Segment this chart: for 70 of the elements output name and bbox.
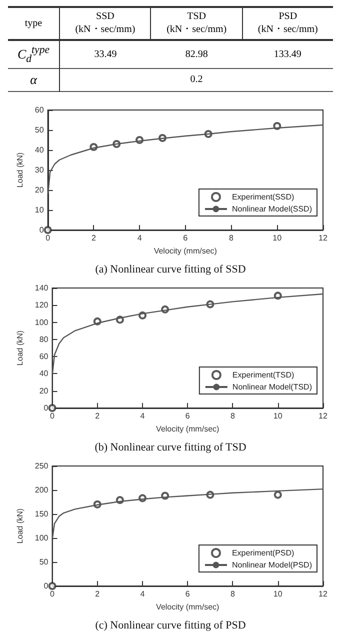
category-label: α <box>30 72 37 87</box>
y-tick-label: 40 <box>34 146 44 154</box>
text: 33.49 <box>94 48 117 60</box>
x-tick-label: 10 <box>272 234 282 242</box>
x-tick-label: 6 <box>185 590 190 598</box>
y-tick-label: 100 <box>34 534 49 542</box>
y-tick-label: 200 <box>34 486 49 494</box>
x-tick-label: 8 <box>229 234 234 242</box>
y-axis-title: Load (kN) <box>16 152 24 188</box>
y-tick-label: 80 <box>39 334 49 344</box>
line-series <box>52 488 324 539</box>
y-tick-label: 50 <box>34 126 44 134</box>
y-tick-label: 60 <box>39 352 49 362</box>
y-tick-label: 40 <box>39 369 49 378</box>
y-tick-label: 30 <box>34 166 44 174</box>
y-axis-title: Load (kN) <box>16 508 24 544</box>
legend-label: Nonlinear Model(SSD) <box>232 204 312 214</box>
text: (a) Nonlinear curve fitting of SSD <box>95 264 246 276</box>
text: (c) Nonlinear curve fitting of PSD <box>95 620 246 632</box>
x-tick-label: 6 <box>185 412 190 420</box>
y-tick-label: 140 <box>34 284 49 292</box>
x-tick-label: 10 <box>273 412 283 420</box>
legend-label: Nonlinear Model(TSD) <box>232 382 312 392</box>
category-label: PSD (kN・sec/mm) <box>256 10 319 37</box>
point <box>48 582 56 590</box>
category-label: TSD (kN・sec/mm) <box>150 7 242 40</box>
y-tick-label: 0 <box>39 226 44 234</box>
x-tick-label: 4 <box>140 590 146 598</box>
x-tick-label: 12 <box>318 234 328 242</box>
x-axis-title: Velocity (mm/sec) <box>154 246 218 256</box>
x-tick-label: 4 <box>140 412 146 420</box>
y-tick-label: 20 <box>34 186 44 194</box>
y-tick-label: 250 <box>34 462 49 470</box>
y-tick-label: 0 <box>44 582 49 590</box>
legend-label: Experiment(SSD) <box>232 192 295 202</box>
text: (b) Nonlinear curve fitting of TSD <box>94 442 246 454</box>
text: 133.49 <box>274 48 302 60</box>
text: 0.2 <box>190 74 203 86</box>
category-label: type <box>8 7 60 40</box>
category-label: SSD (kN・sec/mm) <box>60 7 151 40</box>
x-tick-label: 2 <box>95 412 100 420</box>
y-tick-label: 0 <box>44 404 49 412</box>
x-axis-title: Velocity (mm/sec) <box>156 602 220 612</box>
x-tick-label: 10 <box>273 590 283 598</box>
x-tick-label: 0 <box>50 412 56 420</box>
x-tick-label: 12 <box>318 590 328 598</box>
text: 82.98 <box>185 48 208 60</box>
legend-label: Nonlinear Model(PSD) <box>232 560 312 570</box>
y-tick-label: 100 <box>34 318 49 327</box>
x-tick-label: 0 <box>50 590 56 598</box>
point <box>44 226 52 234</box>
y-tick-label: 120 <box>34 300 49 310</box>
x-axis-title: Velocity (mm/sec) <box>156 424 220 434</box>
x-tick-label: 8 <box>230 412 236 420</box>
x-tick-label: 12 <box>318 412 328 420</box>
point <box>48 404 56 412</box>
x-tick-label: 2 <box>95 590 100 598</box>
y-tick-label: 60 <box>34 106 44 114</box>
legend-label: Experiment(TSD) <box>232 370 295 380</box>
point <box>274 490 282 499</box>
y-tick-label: 10 <box>34 206 44 214</box>
x-tick-label: 4 <box>137 234 142 242</box>
x-tick-label: 8 <box>230 590 236 598</box>
x-tick-label: 6 <box>183 234 188 242</box>
legend-label: Experiment(PSD) <box>232 548 295 558</box>
y-axis-title: Load (kN) <box>16 330 24 366</box>
x-tick-label: 2 <box>91 234 96 242</box>
y-tick-label: 20 <box>39 386 49 396</box>
y-tick-label: 150 <box>34 510 49 518</box>
y-tick-label: 50 <box>39 558 49 566</box>
